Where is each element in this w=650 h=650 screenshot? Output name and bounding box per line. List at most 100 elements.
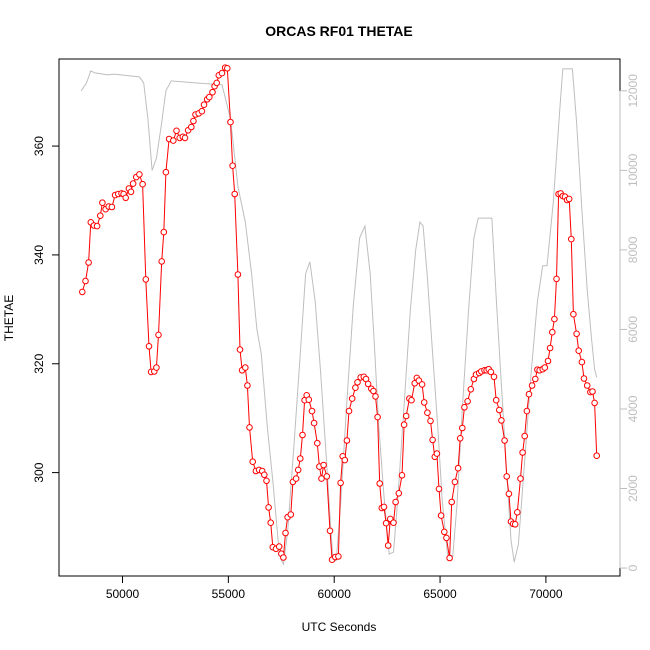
thetae-point	[79, 288, 86, 296]
thetae-point	[496, 406, 503, 414]
thetae-point	[93, 222, 101, 230]
thetae-point	[376, 480, 384, 487]
chart-title: ORCAS RF01 THETAE	[265, 23, 413, 39]
thetae-point	[420, 399, 428, 406]
thetae-point	[565, 195, 573, 203]
thetae-point	[372, 393, 379, 400]
thetae-point	[384, 542, 392, 549]
thetae-point	[129, 180, 137, 187]
thetae-point	[181, 134, 189, 142]
thetae-point	[345, 407, 353, 415]
thetae-point	[433, 450, 441, 457]
thetae-point	[402, 412, 410, 420]
thetae-point	[400, 421, 408, 429]
thetae-point	[218, 69, 226, 77]
thetae-point	[170, 137, 177, 144]
thetae-point	[200, 101, 208, 108]
right-tick-label: 2000	[626, 475, 640, 502]
thetae-point	[234, 271, 242, 278]
thetae-point	[374, 413, 381, 421]
thetae-point	[580, 375, 588, 382]
thetae-point	[297, 455, 304, 462]
thetae-point	[443, 534, 450, 542]
thetae-point	[352, 384, 359, 392]
thetae-point	[593, 452, 601, 460]
thetae-point	[244, 382, 251, 389]
thetae-point	[287, 511, 295, 518]
thetae-point	[437, 512, 445, 519]
thetae-point	[188, 123, 195, 131]
thetae-point	[498, 417, 505, 424]
thetae-point	[341, 456, 349, 464]
thetae-point	[501, 437, 508, 444]
thetae-point	[85, 259, 92, 266]
thetae-point	[282, 529, 289, 537]
y-tick-label: 360	[32, 136, 46, 156]
thetae-point	[246, 424, 253, 431]
right-tick-label: 10000	[626, 153, 640, 187]
thetae-point	[505, 490, 513, 498]
thetae-point	[323, 473, 331, 480]
thetae-point	[227, 118, 234, 126]
y-tick-label: 340	[32, 245, 46, 265]
thetae-point	[99, 199, 106, 206]
thetae-point	[139, 180, 146, 188]
thetae-point	[364, 380, 372, 388]
altitude-series	[80, 68, 598, 566]
right-axis: 0 2000 4000 6000 8000 10000 12000	[619, 74, 640, 571]
thetae-point	[158, 258, 165, 265]
thetae-point	[155, 331, 162, 339]
x-tick-label: 65000	[423, 587, 457, 601]
thetae-point	[521, 432, 529, 440]
thetae-point	[108, 203, 116, 211]
thetae-point	[589, 388, 596, 395]
thetae-point	[568, 235, 575, 243]
thetae-point	[578, 358, 586, 366]
thetae-point	[446, 554, 453, 562]
thetae-point	[467, 386, 475, 393]
thetae-point	[492, 396, 500, 404]
thetae-point	[573, 330, 580, 338]
thetae-point	[145, 343, 153, 350]
thetae-point	[591, 399, 598, 407]
right-tick-label: 8000	[626, 236, 640, 263]
thetae-point	[418, 381, 426, 388]
thetae-point	[242, 364, 249, 371]
thetae-point	[575, 347, 583, 355]
x-tick-label: 60000	[318, 587, 352, 601]
thetae-point	[348, 395, 356, 402]
thetae-point	[229, 162, 236, 169]
thetae-point	[451, 478, 459, 486]
x-tick-label: 70000	[529, 587, 563, 601]
altitude-line	[80, 68, 598, 566]
thetae-point	[267, 519, 275, 527]
thetae-point	[454, 464, 462, 472]
thetae-point	[380, 503, 388, 511]
thetae-point	[318, 475, 325, 482]
thetae-point	[320, 461, 327, 469]
thetae-point	[503, 473, 511, 480]
thetae-point	[532, 375, 539, 383]
thetae-point	[464, 398, 471, 405]
thetae-point	[127, 188, 135, 196]
x-tick-label: 50000	[106, 587, 140, 601]
x-tick-label: 55000	[212, 587, 246, 601]
x-axis-title: UTC Seconds	[302, 620, 377, 634]
thetae-point	[190, 117, 197, 125]
thetae-point	[390, 519, 397, 527]
thetae-point	[528, 382, 536, 389]
thetae-point	[326, 527, 334, 535]
right-tick-label: 0	[626, 564, 640, 571]
thetae-point	[382, 519, 390, 527]
thetae-point	[261, 471, 268, 479]
y-tick-label: 320	[32, 353, 46, 373]
thetae-point	[263, 477, 270, 485]
thetae-point	[370, 387, 377, 395]
thetae-point	[314, 439, 321, 447]
thetae-point	[308, 407, 316, 415]
thetae-point	[292, 475, 300, 482]
y-axis-title: THETAE	[2, 295, 16, 341]
thetae-point	[224, 65, 231, 72]
thetae-point	[541, 364, 549, 371]
thetae-series	[79, 64, 601, 564]
